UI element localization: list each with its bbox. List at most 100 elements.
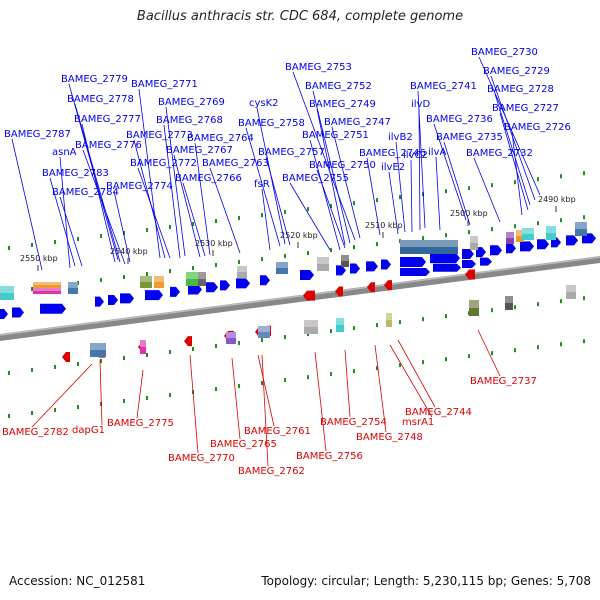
forward-leader-line <box>133 139 166 259</box>
track-dot <box>261 381 263 386</box>
forward-leader-line <box>59 196 83 267</box>
track-dot <box>353 201 355 206</box>
forward-gene-label: BAMEG_2729 <box>483 66 550 77</box>
feature-block-highlight <box>226 332 236 338</box>
forward-gene <box>462 248 474 259</box>
reverse-gene-label: BAMEG_2756 <box>296 451 363 462</box>
forward-leader-line <box>165 106 186 257</box>
feature-block-highlight <box>258 326 270 332</box>
track-dot <box>583 215 585 220</box>
feature-block <box>575 222 587 236</box>
feature-block <box>226 332 236 344</box>
track-dot <box>376 198 378 203</box>
tick-label: 2490 kbp <box>538 195 576 204</box>
forward-leader-line <box>418 108 421 231</box>
tick-label: 2500 kbp <box>450 209 488 218</box>
track-dot <box>284 210 286 215</box>
feature-block-highlight <box>237 266 247 272</box>
track-dot <box>583 171 585 176</box>
feature-block <box>198 272 206 286</box>
track-dot <box>100 278 102 282</box>
track-dot <box>8 370 10 375</box>
track-dot <box>307 375 309 380</box>
forward-leader-line <box>194 142 211 256</box>
track-dot <box>146 228 148 233</box>
forward-gene-label: asnA <box>52 147 77 158</box>
feature-block-highlight <box>522 228 534 234</box>
reverse-gene-label: BAMEG_2754 <box>320 417 387 428</box>
forward-gene <box>206 282 218 293</box>
feature-block-highlight <box>68 282 78 288</box>
track-dot <box>307 332 309 337</box>
track-dot <box>445 189 447 194</box>
forward-leader-line <box>289 182 331 251</box>
forward-gene <box>350 263 360 274</box>
track-dot <box>560 218 562 223</box>
track-dot <box>238 384 240 389</box>
forward-gene <box>95 296 104 307</box>
feature-block-highlight <box>470 236 478 243</box>
reverse-gene <box>303 290 315 301</box>
feature-blocks <box>0 222 587 357</box>
feature-block <box>68 282 78 294</box>
forward-leader-line <box>395 141 406 233</box>
reverse-leader-line <box>136 369 144 419</box>
track-dot <box>100 234 102 238</box>
forward-leader-line <box>443 141 471 226</box>
track-dot <box>146 272 148 277</box>
forward-gene-label: BAMEG_2741 <box>410 81 477 92</box>
track-dot <box>583 296 585 301</box>
forward-gene <box>476 247 486 258</box>
forward-leader-line <box>245 127 281 247</box>
forward-leader-line <box>511 131 523 216</box>
forward-leader-line <box>209 167 241 254</box>
track-dot <box>353 326 355 331</box>
forward-gene-label: BAMEG_2755 <box>282 173 349 184</box>
feature-block <box>336 318 344 332</box>
feature-block <box>566 285 576 299</box>
forward-gene-label: BAMEG_2751 <box>302 130 369 141</box>
tick-label: 2550 kbp <box>20 254 58 263</box>
forward-gene <box>12 307 24 318</box>
track-dot <box>399 320 401 325</box>
track-dot <box>8 413 10 418</box>
track-dot <box>445 357 447 362</box>
feature-block <box>276 262 288 274</box>
feature-block <box>186 272 198 286</box>
track-dot <box>54 407 56 412</box>
reverse-gene-label: BAMEG_2761 <box>244 426 311 437</box>
reverse-leader-line <box>261 354 269 467</box>
forward-gene-label: cysK2 <box>249 98 279 109</box>
track-dot <box>123 275 125 280</box>
feature-block <box>469 300 479 316</box>
forward-gene-label: ilvA <box>428 147 446 158</box>
forward-gene <box>0 309 8 319</box>
feature-block <box>522 228 534 240</box>
reverse-gene <box>335 286 343 297</box>
track-dot <box>169 393 171 398</box>
track-dot <box>284 254 286 259</box>
forward-leader-line <box>316 169 346 249</box>
feature-block-highlight <box>317 257 329 264</box>
forward-gene-label: BAMEG_2768 <box>156 115 223 126</box>
feature-block-highlight <box>505 296 513 303</box>
forward-gene-label: BAMEG_2746 <box>359 148 426 159</box>
forward-gene-label: ilvE2 <box>381 162 405 173</box>
label-leader-lines <box>11 56 541 467</box>
tick-label: 2510 kbp <box>365 221 403 230</box>
forward-leader-line <box>137 167 171 259</box>
forward-leader-line <box>499 112 529 211</box>
track-dot <box>8 245 10 250</box>
forward-gene <box>433 263 461 272</box>
reverse-leader-line <box>189 354 199 454</box>
forward-leader-line <box>265 156 291 246</box>
reverse-gene-label: BAMEG_2762 <box>238 466 305 477</box>
feature-block-highlight <box>546 226 556 233</box>
forward-gene-label: BAMEG_2735 <box>436 132 503 143</box>
tick-label: 2540 kbp <box>110 247 148 256</box>
feature-block-highlight <box>33 288 61 291</box>
track-dot <box>31 242 33 247</box>
forward-gene-label: ilvB2 <box>388 132 413 143</box>
track-dot <box>399 195 401 200</box>
feature-block <box>33 288 61 294</box>
